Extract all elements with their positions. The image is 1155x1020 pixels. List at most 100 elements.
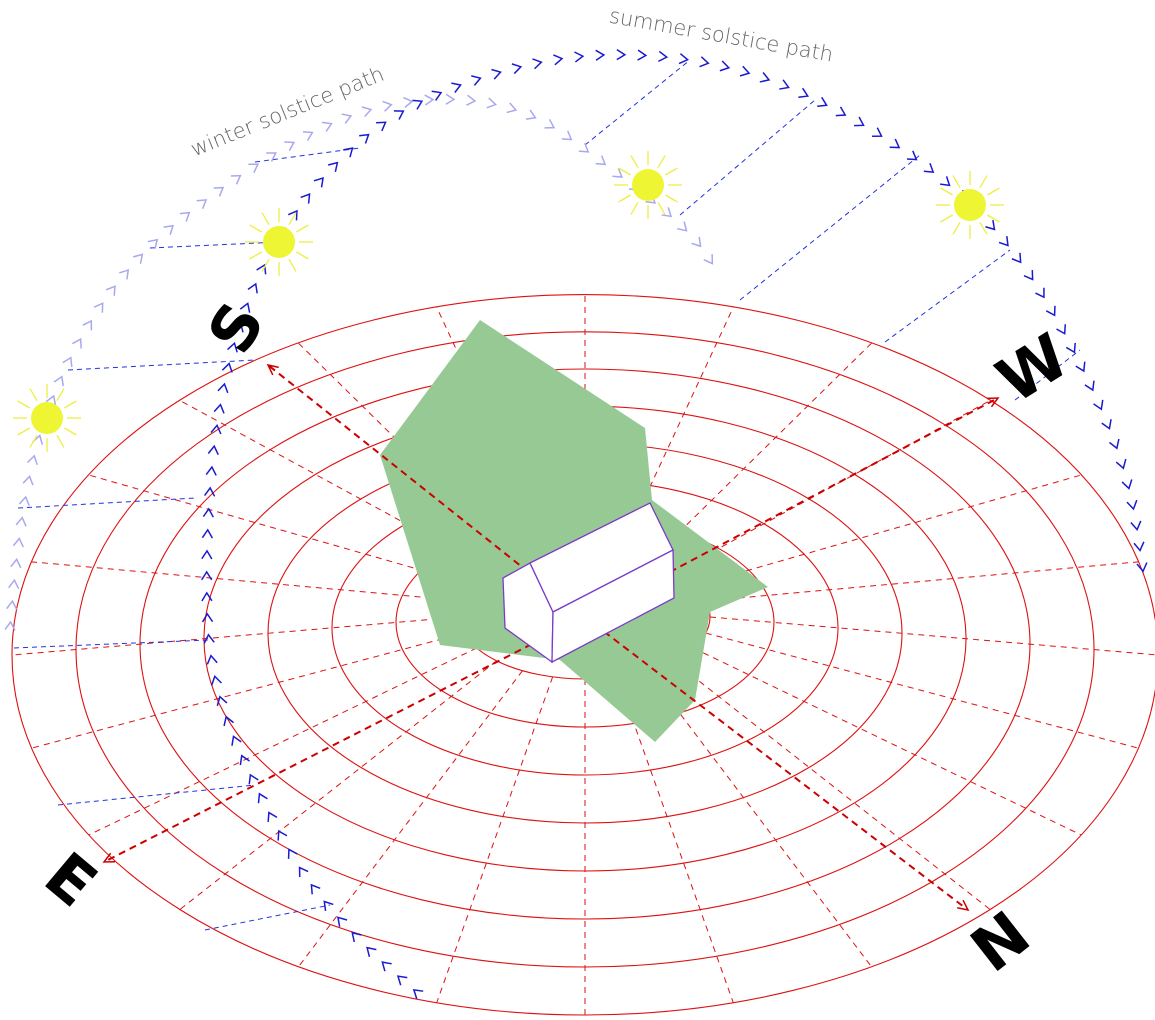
winter-chevron bbox=[10, 557, 22, 569]
winter-chevron bbox=[8, 578, 20, 589]
direction-north: N bbox=[957, 897, 1043, 986]
summer-chevron bbox=[906, 150, 918, 161]
winter-chevron bbox=[595, 155, 607, 166]
summer-chevron bbox=[201, 591, 213, 602]
summer-chevron bbox=[310, 883, 321, 895]
summer-chevron bbox=[351, 931, 362, 943]
summer-chevron bbox=[940, 176, 951, 187]
summer-chevron bbox=[201, 570, 213, 581]
axis-arrow bbox=[986, 397, 1000, 408]
summer-chevron bbox=[205, 465, 217, 476]
sun-ray bbox=[986, 187, 1000, 196]
winter-chevron bbox=[133, 253, 144, 264]
winter-chevron bbox=[382, 100, 393, 112]
summer-chevron bbox=[206, 654, 218, 665]
summer-chevron bbox=[393, 110, 405, 120]
sun-ray bbox=[56, 434, 65, 448]
ground-grid bbox=[11, 294, 1155, 1016]
radial-line bbox=[647, 342, 872, 564]
sun-ray bbox=[986, 214, 1000, 223]
summer-chevron bbox=[1011, 252, 1022, 264]
house bbox=[502, 502, 675, 664]
sun-ray bbox=[288, 212, 297, 226]
winter-chevron bbox=[93, 302, 104, 313]
sun-ray bbox=[261, 212, 270, 226]
winter-chevron bbox=[544, 118, 556, 129]
radial-line bbox=[673, 660, 991, 910]
sun-ray bbox=[618, 194, 632, 203]
sun-ray bbox=[952, 175, 961, 189]
summer-chevron bbox=[719, 60, 731, 72]
direction-south: S bbox=[193, 290, 279, 365]
sun-ray bbox=[940, 187, 954, 196]
summer-chevron bbox=[1065, 342, 1076, 354]
sun-ray bbox=[664, 194, 678, 203]
summer-chevron bbox=[817, 96, 828, 107]
radial-line bbox=[436, 676, 554, 1003]
winter-chevron bbox=[22, 474, 34, 486]
sun-ray bbox=[630, 201, 639, 215]
summer-chevron bbox=[239, 302, 251, 313]
summer-chevron bbox=[203, 633, 215, 644]
sun-ray bbox=[288, 258, 297, 272]
summer-chevron bbox=[256, 263, 267, 275]
summer-chevron bbox=[313, 176, 324, 188]
winter-chevron bbox=[445, 93, 456, 105]
sun-ray bbox=[249, 251, 263, 260]
connector bbox=[204, 904, 331, 931]
sun bbox=[263, 226, 295, 258]
sun bbox=[954, 189, 986, 221]
winter-chevron bbox=[506, 102, 518, 114]
summer-chevron bbox=[232, 321, 244, 333]
connector bbox=[584, 59, 691, 146]
connector bbox=[149, 241, 280, 249]
winter-chevron bbox=[26, 454, 38, 466]
radial-line bbox=[709, 616, 1155, 656]
winter-chevron bbox=[179, 211, 191, 222]
sun-ray bbox=[56, 388, 65, 402]
summer-chevron bbox=[1023, 270, 1034, 281]
summer-chevron bbox=[1126, 499, 1138, 511]
winter-chevron bbox=[15, 516, 27, 527]
axis-line bbox=[103, 616, 586, 863]
summer-chevron bbox=[227, 341, 238, 353]
summer-chevron bbox=[872, 127, 883, 137]
summer-chevron bbox=[1133, 541, 1145, 552]
radial-line bbox=[88, 474, 477, 587]
summer-chevron bbox=[637, 49, 648, 61]
winter-chevron bbox=[578, 142, 590, 153]
radial-line bbox=[31, 561, 465, 602]
sun-ray bbox=[29, 434, 38, 448]
sun-ray bbox=[940, 214, 954, 223]
summer-chevron bbox=[359, 133, 370, 144]
summer-chevron bbox=[221, 362, 233, 373]
connector bbox=[739, 154, 921, 301]
sun-ray bbox=[952, 221, 961, 235]
radial-line bbox=[31, 632, 465, 749]
winter-chevron bbox=[6, 599, 18, 610]
summer-chevron bbox=[257, 792, 268, 804]
winter-chevron bbox=[18, 495, 30, 506]
summer-chevron bbox=[201, 612, 214, 623]
sun-ray bbox=[261, 258, 270, 272]
sun-ray bbox=[249, 224, 263, 233]
winter-chevron bbox=[612, 168, 623, 178]
summer-chevron bbox=[835, 106, 847, 117]
winter-chevron bbox=[82, 319, 93, 331]
sun-ray bbox=[630, 155, 639, 169]
winter-chevron bbox=[466, 94, 477, 106]
winter-chevron bbox=[72, 337, 82, 349]
connector bbox=[884, 249, 1011, 343]
sun-ray bbox=[17, 400, 31, 409]
summer-chevron bbox=[699, 56, 710, 68]
winter-chevron bbox=[321, 121, 333, 132]
sun-paths bbox=[4, 49, 1148, 1000]
radial-line bbox=[616, 676, 734, 1003]
summer-chevron bbox=[223, 715, 234, 727]
sun-ray bbox=[657, 155, 666, 169]
radial-line bbox=[705, 561, 1139, 602]
sun-ray bbox=[63, 400, 77, 409]
radial-line bbox=[693, 474, 1082, 587]
winter-chevron bbox=[53, 375, 64, 387]
axis-line bbox=[584, 616, 969, 911]
